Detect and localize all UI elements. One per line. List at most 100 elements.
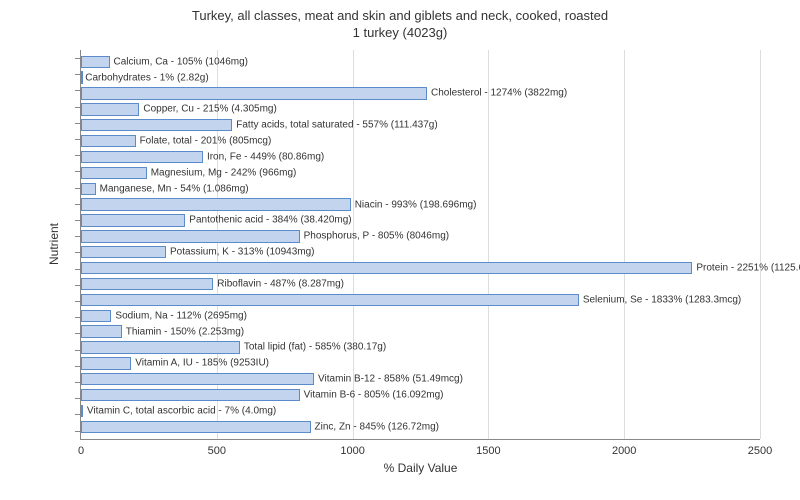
plot-area: Nutrient % Daily Value 05001000150020002…: [80, 50, 760, 440]
bar-label: Phosphorus, P - 805% (8046mg): [304, 231, 449, 242]
bar-label: Niacin - 993% (198.696mg): [355, 199, 477, 210]
bar-row: Pantothenic acid - 384% (38.420mg): [81, 213, 760, 229]
bar: [81, 103, 139, 115]
bar: [81, 87, 427, 99]
bar-label: Pantothenic acid - 384% (38.420mg): [189, 215, 351, 226]
bar: [81, 341, 240, 353]
bar-row: Vitamin B-6 - 805% (16.092mg): [81, 387, 760, 403]
bar-label: Protein - 2251% (1125.64g): [696, 263, 800, 274]
bar-row: Selenium, Se - 1833% (1283.3mcg): [81, 292, 760, 308]
bar-label: Cholesterol - 1274% (3822mg): [431, 88, 567, 99]
bar-label: Vitamin C, total ascorbic acid - 7% (4.0…: [87, 405, 276, 416]
x-tick-label: 500: [208, 445, 226, 457]
bar-row: Cholesterol - 1274% (3822mg): [81, 86, 760, 102]
bar-label: Total lipid (fat) - 585% (380.17g): [244, 342, 386, 353]
y-tick: [75, 90, 81, 91]
y-tick: [75, 382, 81, 383]
y-tick: [75, 431, 81, 432]
y-tick: [75, 333, 81, 334]
bar-label: Manganese, Mn - 54% (1.086mg): [100, 183, 249, 194]
bar-row: Phosphorus, P - 805% (8046mg): [81, 228, 760, 244]
bar-label: Calcium, Ca - 105% (1046mg): [114, 56, 249, 67]
bar-label: Sodium, Na - 112% (2695mg): [115, 310, 247, 321]
bar-label: Vitamin B-12 - 858% (51.49mcg): [318, 374, 463, 385]
y-tick: [75, 188, 81, 189]
y-tick: [75, 366, 81, 367]
bar-label: Riboflavin - 487% (8.287mg): [217, 278, 344, 289]
bar-row: Vitamin C, total ascorbic acid - 7% (4.0…: [81, 403, 760, 419]
y-tick: [75, 123, 81, 124]
y-tick: [75, 220, 81, 221]
x-tick-label: 2000: [612, 445, 636, 457]
bar-label: Selenium, Se - 1833% (1283.3mcg): [583, 294, 741, 305]
bar: [81, 405, 83, 417]
x-tick-label: 0: [78, 445, 84, 457]
y-tick: [75, 74, 81, 75]
x-tick-label: 2500: [748, 445, 772, 457]
bar-label: Fatty acids, total saturated - 557% (111…: [236, 120, 437, 131]
bar: [81, 214, 185, 226]
y-tick: [75, 204, 81, 205]
bar-row: Folate, total - 201% (805mcg): [81, 133, 760, 149]
y-tick: [75, 414, 81, 415]
x-tick-label: 1000: [340, 445, 364, 457]
bar-row: Iron, Fe - 449% (80.86mg): [81, 149, 760, 165]
x-axis-label: % Daily Value: [384, 461, 458, 475]
bar-row: Thiamin - 150% (2.253mg): [81, 324, 760, 340]
chart-title: Turkey, all classes, meat and skin and g…: [20, 8, 780, 42]
bar: [81, 421, 311, 433]
bar: [81, 135, 136, 147]
y-tick: [75, 58, 81, 59]
bar-label: Copper, Cu - 215% (4.305mg): [143, 104, 276, 115]
bar-label: Vitamin A, IU - 185% (9253IU): [135, 358, 269, 369]
y-tick: [75, 252, 81, 253]
bar-row: Carbohydrates - 1% (2.82g): [81, 70, 760, 86]
bar-row: Calcium, Ca - 105% (1046mg): [81, 54, 760, 70]
y-tick: [75, 398, 81, 399]
bar-row: Copper, Cu - 215% (4.305mg): [81, 101, 760, 117]
bar-label: Iron, Fe - 449% (80.86mg): [207, 151, 324, 162]
bar-row: Niacin - 993% (198.696mg): [81, 197, 760, 213]
bar-row: Magnesium, Mg - 242% (966mg): [81, 165, 760, 181]
bar: [81, 389, 300, 401]
bar-label: Zinc, Zn - 845% (126.72mg): [315, 421, 440, 432]
y-tick: [75, 350, 81, 351]
y-tick: [75, 139, 81, 140]
x-tick-label: 1500: [476, 445, 500, 457]
bar: [81, 71, 83, 83]
y-tick: [75, 107, 81, 108]
y-tick: [75, 285, 81, 286]
y-tick: [75, 301, 81, 302]
bar-row: Zinc, Zn - 845% (126.72mg): [81, 419, 760, 435]
y-tick: [75, 155, 81, 156]
y-tick: [75, 317, 81, 318]
bar-label: Potassium, K - 313% (10943mg): [170, 247, 315, 258]
bar: [81, 357, 131, 369]
bars-container: Calcium, Ca - 105% (1046mg) Carbohydrates…: [81, 54, 760, 435]
bar: [81, 310, 111, 322]
bar-label: Magnesium, Mg - 242% (966mg): [151, 167, 297, 178]
y-tick: [75, 171, 81, 172]
bar-label: Folate, total - 201% (805mcg): [140, 136, 272, 147]
bar: [81, 278, 213, 290]
bar-row: Potassium, K - 313% (10943mg): [81, 244, 760, 260]
bar-row: Manganese, Mn - 54% (1.086mg): [81, 181, 760, 197]
title-line-2: 1 turkey (4023g): [353, 25, 448, 40]
bar-row: Sodium, Na - 112% (2695mg): [81, 308, 760, 324]
bar: [81, 183, 96, 195]
bar-label: Vitamin B-6 - 805% (16.092mg): [304, 390, 444, 401]
bar: [81, 325, 122, 337]
bar: [81, 198, 351, 210]
bar: [81, 294, 579, 306]
bar: [81, 230, 300, 242]
bar-row: Vitamin A, IU - 185% (9253IU): [81, 355, 760, 371]
bar: [81, 56, 110, 68]
y-axis-label: Nutrient: [47, 223, 61, 265]
bar: [81, 119, 232, 131]
bar: [81, 167, 147, 179]
bar: [81, 373, 314, 385]
bar-row: Protein - 2251% (1125.64g): [81, 260, 760, 276]
nutrient-chart: Turkey, all classes, meat and skin and g…: [0, 0, 800, 500]
title-line-1: Turkey, all classes, meat and skin and g…: [192, 8, 608, 23]
bar-row: Riboflavin - 487% (8.287mg): [81, 276, 760, 292]
